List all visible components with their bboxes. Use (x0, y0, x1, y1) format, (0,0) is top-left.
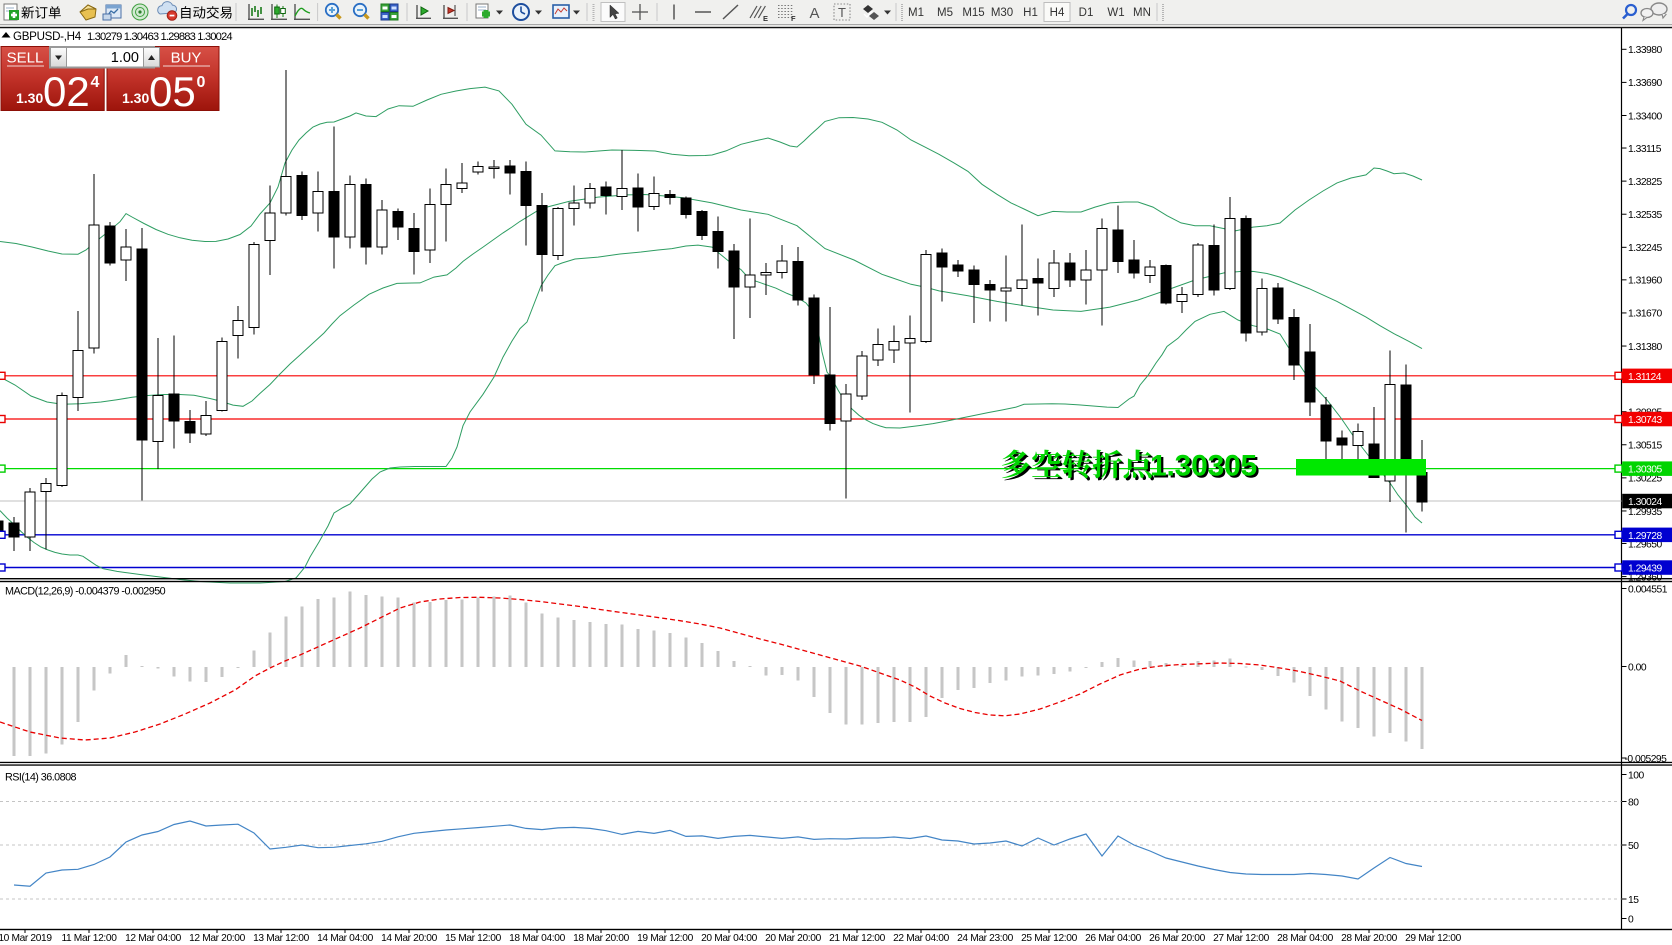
svg-text:20 Mar 20:00: 20 Mar 20:00 (765, 933, 822, 944)
svg-text:1.31380: 1.31380 (1628, 342, 1662, 353)
svg-text:12 Mar 04:00: 12 Mar 04:00 (125, 933, 182, 944)
svg-text:MN: MN (1133, 7, 1151, 19)
svg-text:1.29935: 1.29935 (1628, 507, 1662, 518)
svg-text:1.33400: 1.33400 (1628, 111, 1662, 122)
svg-text:D1: D1 (1079, 7, 1094, 19)
svg-text:29 Mar 12:00: 29 Mar 12:00 (1405, 933, 1462, 944)
svg-text:18 Mar 04:00: 18 Mar 04:00 (509, 933, 566, 944)
svg-text:02: 02 (43, 68, 90, 115)
svg-text:18 Mar 20:00: 18 Mar 20:00 (573, 933, 630, 944)
svg-text:1.30305: 1.30305 (1150, 450, 1257, 483)
svg-text:1.31124: 1.31124 (1628, 372, 1662, 383)
svg-text:0.00: 0.00 (1628, 662, 1647, 673)
svg-text:14 Mar 20:00: 14 Mar 20:00 (381, 933, 438, 944)
svg-text:22 Mar 04:00: 22 Mar 04:00 (893, 933, 950, 944)
svg-text:W1: W1 (1107, 7, 1124, 19)
svg-text:GBPUSD-,H4: GBPUSD-,H4 (13, 30, 82, 43)
svg-text:1.30: 1.30 (122, 90, 149, 106)
svg-text:100: 100 (1628, 770, 1644, 781)
svg-text:20 Mar 04:00: 20 Mar 04:00 (701, 933, 758, 944)
svg-text:A: A (809, 5, 819, 22)
svg-text:MACD(12,26,9) -0.004379 -0.002: MACD(12,26,9) -0.004379 -0.002950 (5, 586, 166, 598)
svg-text:H4: H4 (1050, 7, 1065, 19)
svg-text:1.30305: 1.30305 (1628, 465, 1662, 476)
svg-text:80: 80 (1628, 797, 1639, 808)
svg-text:19 Mar 12:00: 19 Mar 12:00 (637, 933, 694, 944)
svg-text:24 Mar 23:00: 24 Mar 23:00 (957, 933, 1014, 944)
svg-text:RSI(14) 36.0808: RSI(14) 36.0808 (5, 772, 77, 784)
svg-text:1.31670: 1.31670 (1628, 309, 1662, 320)
svg-text:26 Mar 04:00: 26 Mar 04:00 (1085, 933, 1142, 944)
svg-text:50: 50 (1628, 841, 1639, 852)
svg-text:1.30: 1.30 (16, 90, 43, 106)
svg-text:1.30305: 1.30305 (1152, 452, 1259, 485)
svg-text:21 Mar 12:00: 21 Mar 12:00 (829, 933, 886, 944)
svg-text:1.29439: 1.29439 (1628, 564, 1662, 575)
svg-text:1.30743: 1.30743 (1628, 415, 1662, 426)
svg-text:10 Mar 2019: 10 Mar 2019 (0, 933, 52, 944)
svg-text:11 Mar 12:00: 11 Mar 12:00 (61, 933, 117, 944)
svg-text:4: 4 (91, 74, 100, 91)
svg-text:1.33115: 1.33115 (1628, 144, 1662, 155)
svg-text:1.29728: 1.29728 (1628, 531, 1662, 542)
svg-text:1.30279 1.30463 1.29883 1.3002: 1.30279 1.30463 1.29883 1.30024 (87, 31, 232, 43)
svg-text:1.30515: 1.30515 (1628, 441, 1662, 452)
svg-text:25 Mar 12:00: 25 Mar 12:00 (1021, 933, 1078, 944)
svg-text:SELL: SELL (7, 50, 44, 67)
svg-text:H1: H1 (1023, 7, 1038, 19)
svg-text:0: 0 (1628, 914, 1634, 925)
svg-text:1.32245: 1.32245 (1628, 243, 1662, 254)
svg-text:15: 15 (1628, 895, 1639, 906)
svg-text:BUY: BUY (171, 50, 202, 67)
svg-text:M30: M30 (991, 7, 1013, 19)
svg-text:1.30024: 1.30024 (1628, 497, 1662, 508)
svg-text:15 Mar 12:00: 15 Mar 12:00 (445, 933, 502, 944)
svg-text:28 Mar 20:00: 28 Mar 20:00 (1341, 933, 1398, 944)
svg-text:1.00: 1.00 (111, 50, 139, 66)
svg-text:26 Mar 20:00: 26 Mar 20:00 (1149, 933, 1206, 944)
svg-text:1.31960: 1.31960 (1628, 276, 1662, 287)
svg-text:1.32825: 1.32825 (1628, 177, 1662, 188)
svg-text:1.33690: 1.33690 (1628, 78, 1662, 89)
svg-text:12 Mar 20:00: 12 Mar 20:00 (189, 933, 246, 944)
svg-text:14 Mar 04:00: 14 Mar 04:00 (317, 933, 374, 944)
svg-text:0: 0 (197, 74, 206, 91)
svg-text:1.29360: 1.29360 (1628, 572, 1662, 583)
svg-text:-0.005295: -0.005295 (1625, 754, 1668, 765)
svg-text:M15: M15 (962, 7, 984, 19)
svg-text:1.32535: 1.32535 (1628, 210, 1662, 221)
svg-text:M5: M5 (937, 7, 953, 19)
svg-text:T: T (838, 5, 846, 20)
svg-text:1.30225: 1.30225 (1628, 474, 1662, 485)
svg-text:13 Mar 12:00: 13 Mar 12:00 (253, 933, 310, 944)
svg-text:27 Mar 12:00: 27 Mar 12:00 (1213, 933, 1270, 944)
svg-text:F: F (791, 14, 796, 23)
svg-text:28 Mar 04:00: 28 Mar 04:00 (1277, 933, 1334, 944)
svg-text:05: 05 (149, 68, 196, 115)
svg-text:E: E (763, 14, 768, 23)
svg-text:0.004551: 0.004551 (1628, 584, 1668, 595)
svg-text:1.33980: 1.33980 (1628, 45, 1662, 56)
svg-text:M1: M1 (908, 7, 924, 19)
svg-text:1.29650: 1.29650 (1628, 539, 1662, 550)
